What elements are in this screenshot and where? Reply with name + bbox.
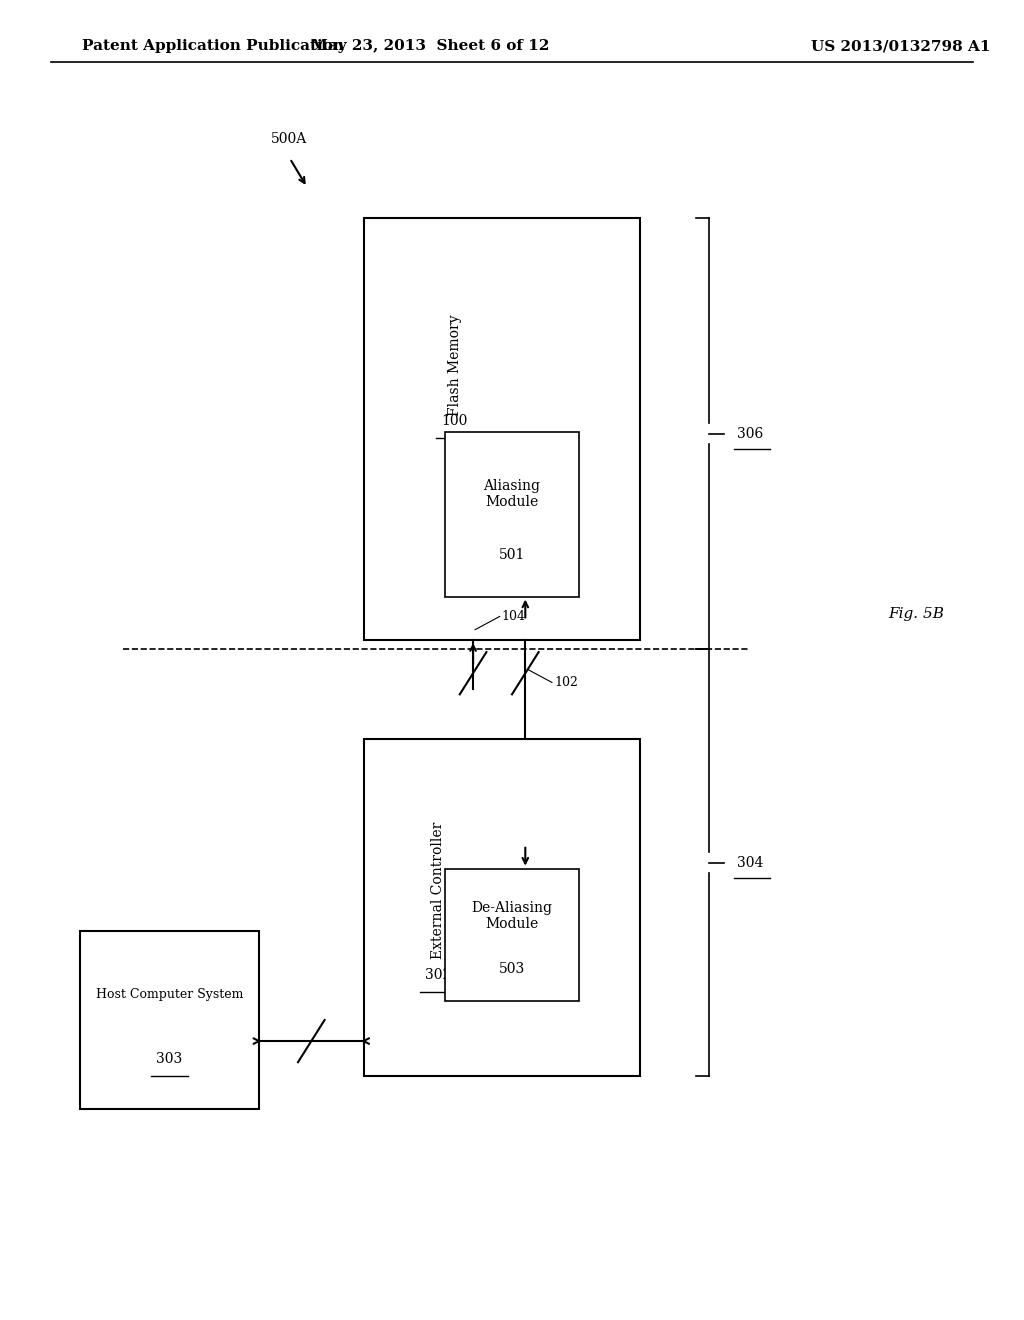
Text: 503: 503 <box>499 962 525 975</box>
Text: 303: 303 <box>157 1052 182 1067</box>
FancyBboxPatch shape <box>80 931 259 1109</box>
Text: De-Aliasing
Module: De-Aliasing Module <box>471 902 553 931</box>
Text: 304: 304 <box>737 855 764 870</box>
Text: Fig. 5B: Fig. 5B <box>889 607 944 620</box>
Text: 306: 306 <box>737 426 764 441</box>
Text: 100: 100 <box>441 413 468 428</box>
Text: 104: 104 <box>502 610 525 623</box>
Text: Aliasing
Module: Aliasing Module <box>483 479 541 510</box>
Text: Patent Application Publication: Patent Application Publication <box>82 40 344 53</box>
Text: 102: 102 <box>554 676 578 689</box>
Text: Host Computer System: Host Computer System <box>96 989 243 1002</box>
Text: Flash Memory: Flash Memory <box>447 315 462 416</box>
Text: US 2013/0132798 A1: US 2013/0132798 A1 <box>811 40 991 53</box>
FancyBboxPatch shape <box>364 739 640 1076</box>
Text: 302: 302 <box>425 968 452 982</box>
FancyBboxPatch shape <box>445 869 579 1001</box>
FancyBboxPatch shape <box>445 432 579 597</box>
FancyBboxPatch shape <box>364 218 640 640</box>
Text: External Controller: External Controller <box>431 822 445 960</box>
Text: May 23, 2013  Sheet 6 of 12: May 23, 2013 Sheet 6 of 12 <box>311 40 549 53</box>
Text: 501: 501 <box>499 548 525 562</box>
Text: 500A: 500A <box>271 132 307 145</box>
